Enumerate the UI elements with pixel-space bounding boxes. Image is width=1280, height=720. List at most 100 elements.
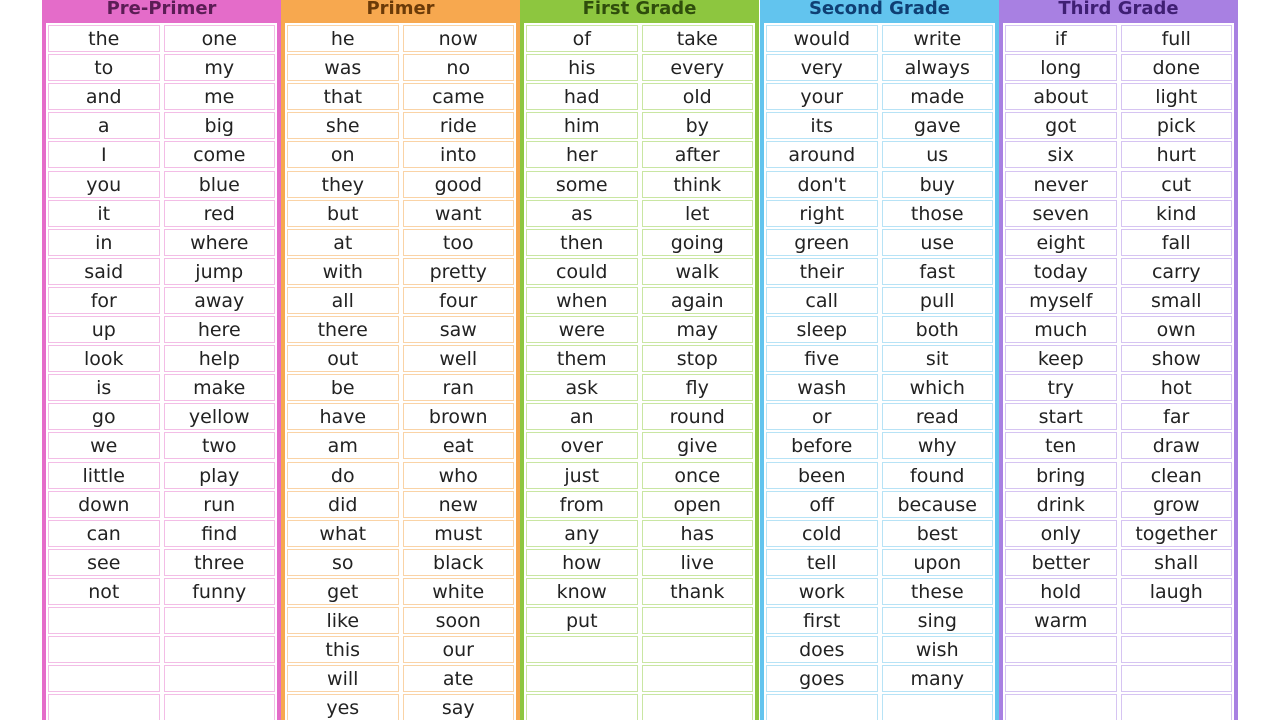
word-cell: why: [881, 432, 993, 460]
word-cell: when: [526, 286, 638, 314]
word-cell: [1005, 694, 1117, 720]
word-cell: or: [766, 403, 878, 431]
word-cell: light: [1120, 83, 1232, 111]
word-cell: been: [766, 461, 878, 489]
word-cell: this: [287, 636, 399, 664]
word-cell: which: [881, 374, 993, 402]
word-cell: jump: [163, 257, 275, 285]
word-cell: two: [163, 432, 275, 460]
word-cell: wish: [881, 636, 993, 664]
word-cell: big: [163, 112, 275, 140]
word-cell: into: [402, 141, 514, 169]
word-cell: upon: [881, 548, 993, 576]
word-cell: could: [526, 257, 638, 285]
word-cell: eat: [402, 432, 514, 460]
word-cell: see: [48, 548, 160, 576]
word-cell: in: [48, 228, 160, 256]
word-cell: said: [48, 257, 160, 285]
word-cell: myself: [1005, 286, 1117, 314]
word-cell: very: [766, 54, 878, 82]
word-cell: drink: [1005, 490, 1117, 518]
word-cell: sing: [881, 607, 993, 634]
word-cell: small: [1120, 286, 1232, 314]
word-cell: [48, 694, 160, 720]
word-cell: its: [766, 112, 878, 140]
word-cell: were: [526, 316, 638, 343]
word-cell: but: [287, 199, 399, 227]
word-cell: best: [881, 519, 993, 547]
word-cell: both: [881, 316, 993, 343]
word-cell: grow: [1120, 490, 1232, 518]
word-cell: our: [402, 636, 514, 664]
word-cell: [48, 607, 160, 634]
word-cell: walk: [641, 257, 753, 285]
word-cell: fast: [881, 257, 993, 285]
word-cell: the: [48, 25, 160, 52]
word-cell: these: [881, 577, 993, 605]
word-cell: again: [641, 286, 753, 314]
word-cell: must: [402, 519, 514, 547]
word-cell: [526, 636, 638, 664]
word-cell: just: [526, 461, 638, 489]
word-cell: where: [163, 228, 275, 256]
word-cell: hold: [1005, 577, 1117, 605]
word-cell: pull: [881, 286, 993, 314]
word-cell: those: [881, 199, 993, 227]
word-cell: eight: [1005, 228, 1117, 256]
word-cell: there: [287, 316, 399, 343]
word-cell: carry: [1120, 257, 1232, 285]
word-cell: done: [1120, 54, 1232, 82]
word-cell: round: [641, 403, 753, 431]
word-cell: many: [881, 665, 993, 693]
word-cell: hot: [1120, 374, 1232, 402]
word-cell: I: [48, 141, 160, 169]
word-cell: am: [287, 432, 399, 460]
word-cell: three: [163, 548, 275, 576]
word-cell: one: [163, 25, 275, 52]
word-cell: run: [163, 490, 275, 518]
word-cell: sleep: [766, 316, 878, 343]
word-cell: of: [526, 25, 638, 52]
word-cell: off: [766, 490, 878, 518]
word-cell: today: [1005, 257, 1117, 285]
word-cell: full: [1120, 25, 1232, 52]
word-cell: do: [287, 461, 399, 489]
word-cell: was: [287, 54, 399, 82]
word-cell: read: [881, 403, 993, 431]
word-cell: some: [526, 170, 638, 198]
word-cell: her: [526, 141, 638, 169]
word-cell: saw: [402, 316, 514, 343]
word-cell: his: [526, 54, 638, 82]
word-cell: because: [881, 490, 993, 518]
word-cell: six: [1005, 141, 1117, 169]
word-cell: she: [287, 112, 399, 140]
grade-column: Third Grade if full long done about light got pi…: [999, 0, 1238, 720]
word-cell: my: [163, 54, 275, 82]
word-cell: ride: [402, 112, 514, 140]
word-cell: four: [402, 286, 514, 314]
word-cell: [48, 636, 160, 664]
word-cell: us: [881, 141, 993, 169]
word-cell: no: [402, 54, 514, 82]
word-cell: work: [766, 577, 878, 605]
word-cell: and: [48, 83, 160, 111]
word-cell: so: [287, 548, 399, 576]
word-cell: with: [287, 257, 399, 285]
word-cell: an: [526, 403, 638, 431]
word-cell: [641, 636, 753, 664]
word-cell: [163, 665, 275, 693]
word-cell: brown: [402, 403, 514, 431]
word-cell: now: [402, 25, 514, 52]
word-cell: we: [48, 432, 160, 460]
word-cell: only: [1005, 519, 1117, 547]
word-cell: much: [1005, 316, 1117, 343]
word-cell: you: [48, 170, 160, 198]
word-cell: has: [641, 519, 753, 547]
word-cell: help: [163, 345, 275, 373]
word-cell: good: [402, 170, 514, 198]
word-cell: give: [641, 432, 753, 460]
word-cell: did: [287, 490, 399, 518]
word-cell: he: [287, 25, 399, 52]
word-cell: fall: [1120, 228, 1232, 256]
